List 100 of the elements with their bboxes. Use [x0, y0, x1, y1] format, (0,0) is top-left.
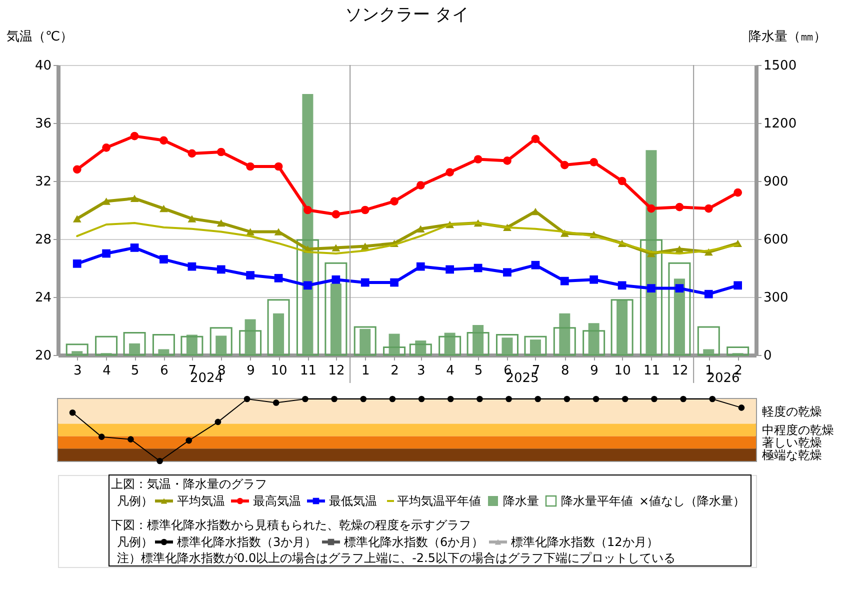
x-tick-label: 3 [417, 364, 426, 378]
bar [496, 334, 518, 356]
bar [123, 332, 146, 356]
bar [129, 343, 140, 355]
legend-label: 最低気温 [329, 494, 377, 508]
point [446, 265, 454, 274]
x-tick-label: 9 [590, 364, 598, 378]
point [156, 458, 163, 464]
x-tick-label: 10 [270, 364, 288, 378]
point [332, 275, 340, 284]
point [304, 206, 312, 214]
bar [330, 283, 342, 355]
bar [152, 334, 175, 356]
bar [472, 325, 484, 355]
y-tick-label: 24 [34, 290, 52, 306]
point [503, 268, 512, 277]
bar [186, 334, 198, 355]
bar [553, 327, 576, 356]
point [160, 136, 168, 145]
bar [444, 332, 456, 355]
point [503, 156, 512, 165]
point [360, 206, 370, 214]
legend-label: 標準化降水指数（12か月） [511, 535, 658, 549]
point [390, 197, 398, 206]
point [214, 418, 222, 426]
point [360, 278, 370, 287]
point [564, 396, 570, 402]
y2-tick-label: 900 [764, 174, 788, 190]
point [332, 210, 340, 219]
y-tick-label: 36 [34, 116, 52, 132]
bar [668, 262, 691, 356]
x-tick-label: 10 [614, 364, 631, 378]
y2-tick-label: 1200 [764, 116, 797, 132]
bar [524, 336, 547, 356]
point [416, 181, 425, 190]
point [560, 276, 569, 286]
point [69, 409, 76, 416]
point [734, 281, 742, 290]
point [360, 396, 367, 402]
point [474, 155, 482, 164]
bar [267, 299, 290, 356]
point [274, 274, 283, 282]
point [102, 249, 110, 258]
bar [95, 336, 118, 356]
point [188, 262, 196, 271]
point [186, 437, 192, 444]
bar [674, 278, 685, 355]
point [272, 400, 280, 406]
point [531, 134, 540, 144]
point [389, 396, 396, 402]
bar [354, 326, 376, 356]
bar [324, 262, 348, 356]
point [304, 281, 312, 290]
bar [466, 332, 490, 356]
bar [273, 313, 284, 355]
bar [640, 239, 662, 356]
point [244, 396, 250, 402]
bar [582, 330, 606, 356]
point [418, 396, 425, 402]
point [675, 284, 684, 292]
point [160, 255, 168, 264]
point [590, 158, 598, 166]
bar [244, 319, 256, 355]
point [618, 281, 626, 290]
bar [703, 349, 714, 355]
x-tick-label: 4 [102, 364, 111, 378]
band-label: 軽度の乾燥 [762, 404, 822, 418]
point [128, 436, 134, 442]
point [592, 396, 600, 402]
x-tick-label: 5 [474, 364, 483, 378]
y2-axis-title: 降水量（㎜） [748, 30, 826, 44]
point [647, 284, 656, 292]
text: 注）標準化降水指数が0.0以上の場合はグラフ上端に、-2.5以下の場合はグラフ下端にプロットしている [117, 551, 676, 565]
text: 凡例） [117, 494, 153, 508]
point [274, 162, 283, 171]
x-tick-label: 12 [328, 364, 345, 378]
point [416, 262, 425, 271]
x-tick-label: 5 [130, 364, 140, 378]
point [216, 265, 226, 274]
x-tick-label: 1 [361, 364, 370, 378]
legend-label: 降水量平年値 [561, 494, 633, 508]
text: 凡例） [117, 535, 153, 549]
y2-tick-label: 1500 [764, 58, 797, 74]
y-tick-label: 32 [34, 174, 52, 190]
point [447, 396, 454, 402]
y-tick-label: 20 [34, 348, 52, 364]
bar [438, 336, 462, 356]
point [216, 219, 226, 227]
bar [180, 336, 204, 356]
bar [559, 313, 570, 355]
point [704, 290, 713, 298]
legend-label: 降水量 [503, 494, 539, 508]
point [130, 132, 139, 140]
x-tick-label: 11 [643, 364, 660, 378]
y2-tick-label: 0 [764, 348, 772, 364]
point [680, 396, 686, 402]
point [332, 244, 340, 252]
point [72, 215, 82, 222]
point [531, 260, 540, 270]
point [506, 396, 512, 402]
